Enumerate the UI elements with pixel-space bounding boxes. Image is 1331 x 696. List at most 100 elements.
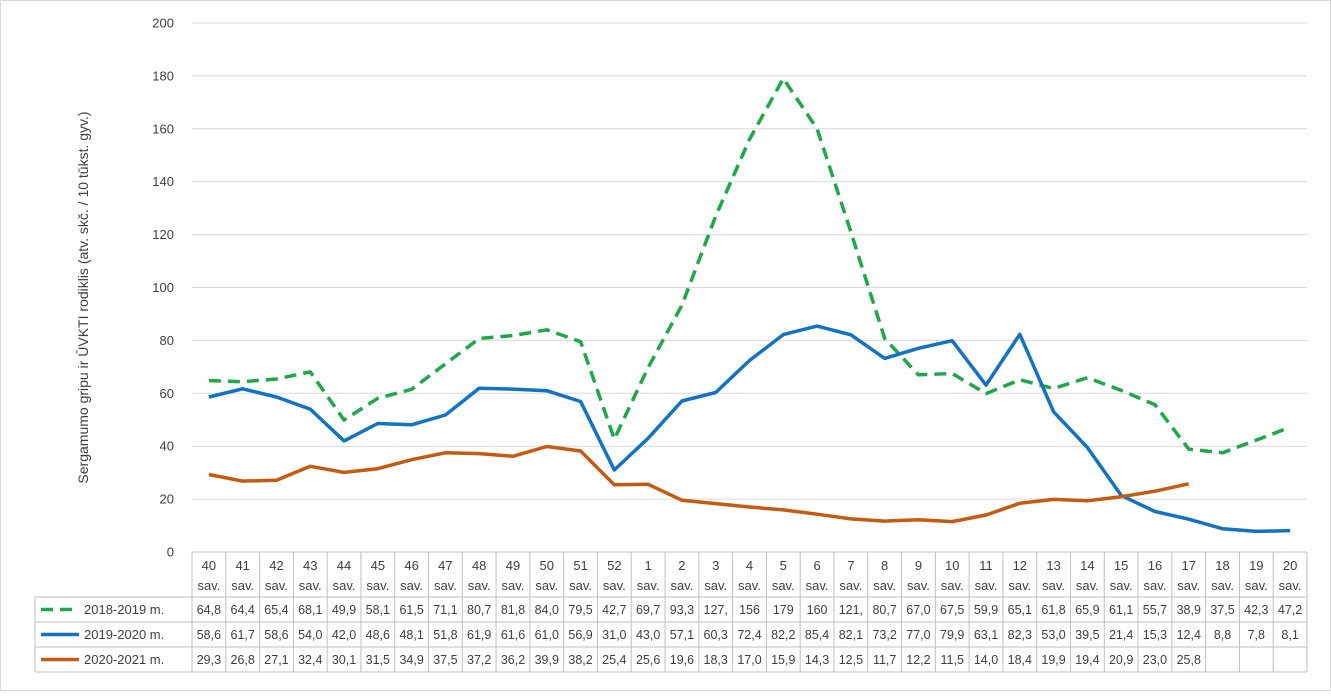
data-label: 25,6: [636, 653, 660, 667]
data-label: 61,5: [399, 603, 423, 617]
data-label: 37,5: [1210, 603, 1234, 617]
x-category-label: 49: [506, 558, 520, 573]
x-category-label: 2: [678, 558, 685, 573]
data-label: 39,9: [535, 653, 559, 667]
data-label: 60,3: [704, 628, 728, 642]
data-label: 48,6: [366, 628, 390, 642]
data-label: 29,3: [197, 653, 221, 667]
x-category-suffix: sav.: [637, 578, 660, 593]
data-label: 81,8: [501, 603, 525, 617]
x-category-suffix: sav.: [670, 578, 693, 593]
data-label: 14,3: [805, 653, 829, 667]
data-label: 54,0: [298, 628, 322, 642]
y-tick-label-60: 60: [160, 386, 174, 401]
legend-entry-3: 2020-2021 m.: [84, 652, 164, 667]
x-category-suffix: sav.: [197, 578, 220, 593]
data-label: 51,8: [433, 628, 457, 642]
x-category-label: 11: [979, 558, 993, 573]
data-label: 12,2: [906, 653, 930, 667]
data-table: 40sav.41sav.42sav.43sav.44sav.45sav.46sa…: [34, 551, 1308, 673]
data-label: 7,8: [1248, 628, 1265, 642]
data-label: 61,0: [535, 628, 559, 642]
x-category-suffix: sav.: [873, 578, 896, 593]
x-category-label: 46: [404, 558, 418, 573]
data-label: 58,6: [197, 628, 221, 642]
data-label: 82,3: [1008, 628, 1032, 642]
data-label: 48,1: [399, 628, 423, 642]
data-label: 85,4: [805, 628, 829, 642]
data-label: 69,7: [636, 603, 660, 617]
data-label: 67,0: [906, 603, 930, 617]
y-axis-label: Sergamumo gripu ir ŪVKTI rodiklis (atv. …: [75, 111, 91, 483]
data-label: 84,0: [535, 603, 559, 617]
x-category-suffix: sav.: [1042, 578, 1065, 593]
data-label: 82,2: [771, 628, 795, 642]
x-category-suffix: sav.: [535, 578, 558, 593]
x-category-label: 9: [915, 558, 922, 573]
x-category-label: 20: [1283, 558, 1297, 573]
x-category-suffix: sav.: [1110, 578, 1133, 593]
data-label: 59,9: [974, 603, 998, 617]
x-category-suffix: sav.: [1076, 578, 1099, 593]
y-tick-label-40: 40: [160, 439, 174, 454]
data-label: 65,9: [1075, 603, 1099, 617]
data-label: 26,8: [231, 653, 255, 667]
data-label: 39,5: [1075, 628, 1099, 642]
data-label: 17,0: [737, 653, 761, 667]
data-label: 36,2: [501, 653, 525, 667]
x-category-label: 19: [1249, 558, 1263, 573]
legend-entry-2: 2019-2020 m.: [84, 627, 164, 642]
x-category-suffix: sav.: [1144, 578, 1167, 593]
data-label: 11,7: [873, 653, 896, 667]
data-label: 67,5: [940, 603, 964, 617]
data-label: 80,7: [467, 603, 491, 617]
data-label: 73,2: [872, 628, 896, 642]
data-label: 71,1: [433, 603, 457, 617]
x-category-suffix: sav.: [1177, 578, 1200, 593]
data-label: 61,7: [231, 628, 255, 642]
data-label: 42,3: [1244, 603, 1268, 617]
x-category-suffix: sav.: [806, 578, 829, 593]
data-label: 25,4: [602, 653, 626, 667]
data-label: 55,7: [1143, 603, 1167, 617]
x-category-label: 50: [540, 558, 554, 573]
y-tick-label-80: 80: [160, 333, 174, 348]
data-label: 179: [773, 603, 794, 617]
data-label: 65,4: [264, 603, 288, 617]
x-category-suffix: sav.: [738, 578, 761, 593]
data-label: 49,9: [332, 603, 356, 617]
y-tick-label-0: 0: [167, 545, 174, 560]
x-category-label: 7: [847, 558, 854, 573]
data-label: 79,5: [568, 603, 592, 617]
data-label: 21,4: [1109, 628, 1133, 642]
data-label: 30,1: [332, 653, 356, 667]
series-lines: [208, 76, 1291, 534]
x-category-label: 47: [438, 558, 452, 573]
data-label: 12,5: [839, 653, 863, 667]
x-category-suffix: sav.: [468, 578, 491, 593]
data-label: 72,4: [737, 628, 761, 642]
x-category-label: 18: [1215, 558, 1229, 573]
x-category-suffix: sav.: [772, 578, 795, 593]
data-label: 34,9: [399, 653, 423, 667]
data-label: 8,1: [1281, 628, 1298, 642]
x-category-label: 1: [645, 558, 652, 573]
x-category-suffix: sav.: [502, 578, 525, 593]
data-label: 47,2: [1278, 603, 1302, 617]
series-line-1: [208, 76, 1291, 455]
x-category-label: 12: [1013, 558, 1027, 573]
data-label: 19,9: [1041, 653, 1065, 667]
y-tick-label-100: 100: [152, 280, 174, 295]
series-line-2: [208, 324, 1291, 534]
data-label: 93,3: [670, 603, 694, 617]
x-category-label: 51: [573, 558, 587, 573]
x-category-label: 42: [269, 558, 283, 573]
data-label: 37,2: [467, 653, 491, 667]
data-label: 42,0: [332, 628, 356, 642]
data-label: 42,7: [602, 603, 626, 617]
x-category-label: 17: [1182, 558, 1196, 573]
data-label: 43,0: [636, 628, 660, 642]
x-category-suffix: sav.: [907, 578, 930, 593]
